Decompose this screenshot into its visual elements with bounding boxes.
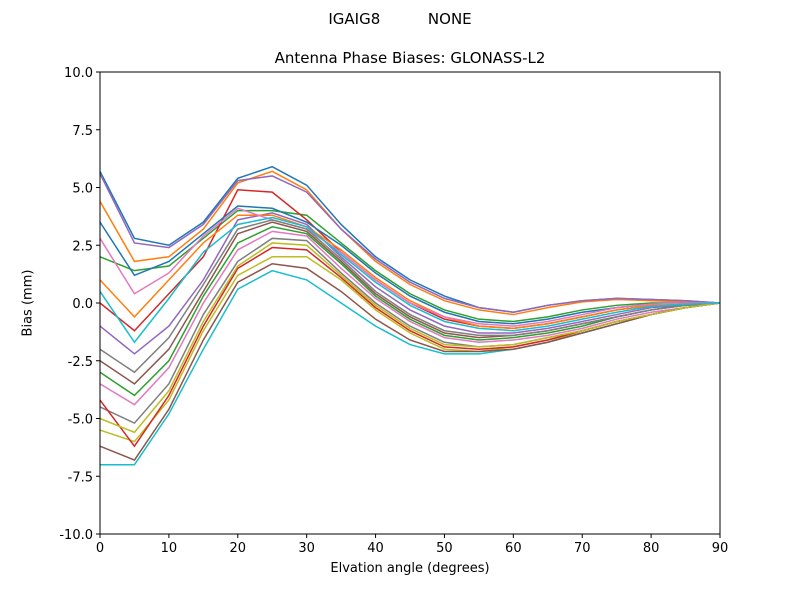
y-tick-label: 7.5 <box>72 124 93 139</box>
x-tick-label: 60 <box>505 541 522 556</box>
y-tick-label: 5.0 <box>72 182 93 197</box>
y-tick-label: -2.5 <box>68 355 93 370</box>
series-line-s20 <box>99 216 721 344</box>
series-line-s1 <box>99 165 721 314</box>
x-axis-label: Elvation angle (degrees) <box>330 561 490 576</box>
series-line-s17 <box>99 207 720 327</box>
series-line-s19 <box>99 242 721 434</box>
series-line-s16 <box>99 262 721 462</box>
y-tick-label: 10.0 <box>64 66 93 81</box>
x-tick-label: 40 <box>367 541 384 556</box>
x-tick-label: 30 <box>298 541 315 556</box>
y-tick-label: 0.0 <box>72 297 93 312</box>
series-line-s15 <box>99 173 721 314</box>
x-tick-label: 20 <box>230 541 247 556</box>
x-tick-label: 0 <box>96 541 104 556</box>
y-tick-label: -7.5 <box>68 470 93 485</box>
series-line-s2 <box>99 170 721 316</box>
y-tick-label: -5.0 <box>68 413 93 428</box>
y-tick-label: -10.0 <box>59 528 93 543</box>
x-tick-label: 80 <box>643 541 660 556</box>
figure-suptitle: IGAIG8 NONE <box>328 10 472 28</box>
x-axis-ticks: 0 10 20 30 40 50 60 70 80 90 <box>96 534 728 556</box>
x-tick-label: 50 <box>436 541 453 556</box>
series-lines <box>99 165 721 466</box>
series-line-s7 <box>99 230 721 406</box>
x-tick-label: 90 <box>712 541 729 556</box>
x-tick-label: 70 <box>574 541 591 556</box>
y-axis-ticks: -10.0 -7.5 -5.0 -2.5 0.0 2.5 5.0 7.5 10.0 <box>59 66 100 543</box>
y-tick-label: 2.5 <box>72 239 93 254</box>
series-line-s3 <box>99 209 720 323</box>
series-line-s5 <box>99 212 721 355</box>
chart-title: Antenna Phase Biases: GLONASS-L2 <box>274 49 546 67</box>
series-line-s12 <box>99 214 720 330</box>
x-tick-label: 10 <box>161 541 178 556</box>
series-line-s14 <box>99 246 721 448</box>
series-line-s18 <box>99 219 721 374</box>
